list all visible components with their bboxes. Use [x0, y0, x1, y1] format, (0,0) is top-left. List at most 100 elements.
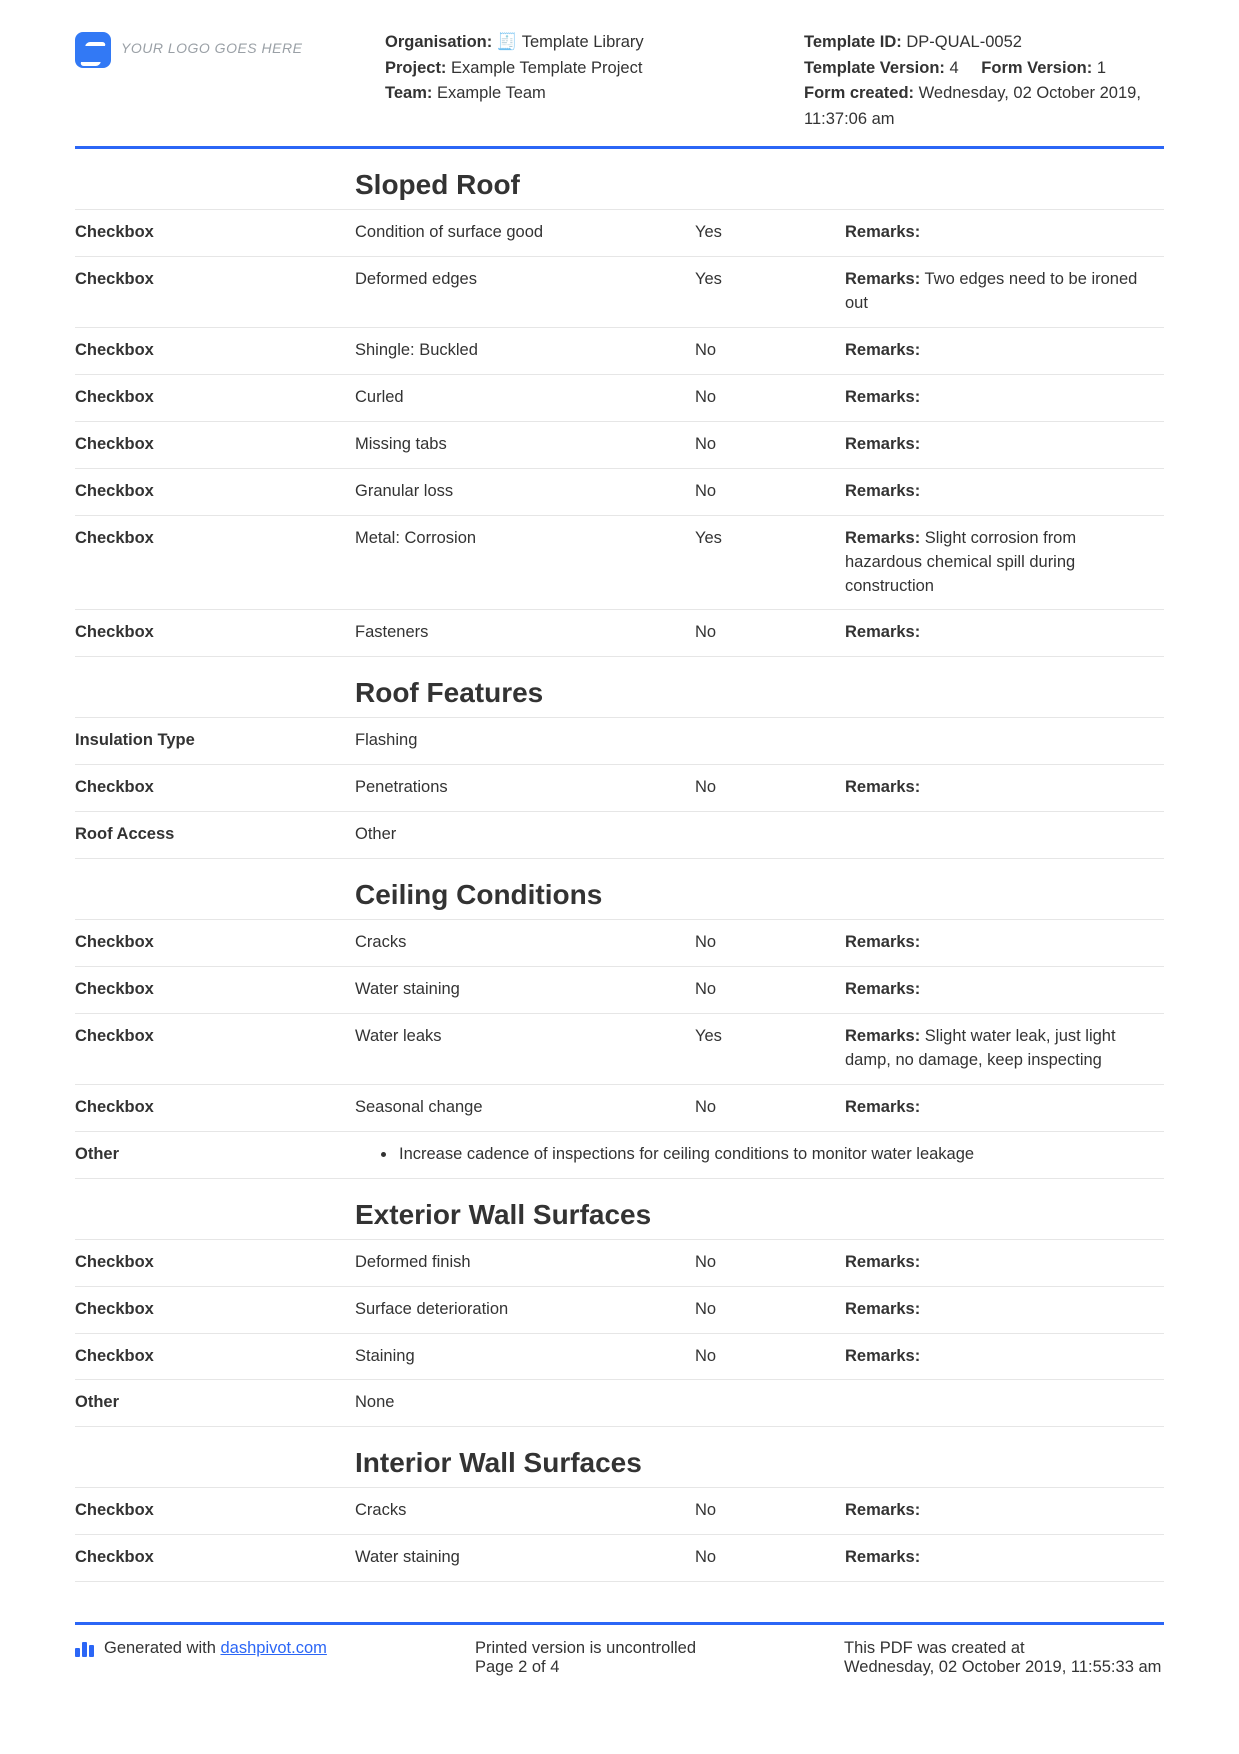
remarks-label: Remarks: — [845, 435, 920, 453]
remarks-label: Remarks: — [845, 482, 920, 500]
row-answer: No — [695, 328, 845, 375]
table-row: CheckboxCondition of surface goodYesRema… — [75, 210, 1164, 257]
table-row: CheckboxDeformed finishNoRemarks: — [75, 1239, 1164, 1286]
row-remarks: Remarks: Two edges need to be ironed out — [845, 257, 1164, 328]
row-remarks: Remarks: — [845, 610, 1164, 657]
table-row: CheckboxWater leaksYesRemarks: Slight wa… — [75, 1014, 1164, 1085]
project-label: Project: — [385, 59, 446, 77]
row-answer: Yes — [695, 515, 845, 610]
table-row: CheckboxMissing tabsNoRemarks: — [75, 421, 1164, 468]
row-item: Deformed edges — [355, 257, 695, 328]
dashpivot-link[interactable]: dashpivot.com — [220, 1639, 326, 1657]
row-type: Insulation Type — [75, 718, 355, 765]
bullet-item: Increase cadence of inspections for ceil… — [397, 1143, 1152, 1167]
sections-container: Sloped Roof CheckboxCondition of surface … — [75, 169, 1164, 1582]
uncontrolled-text: Printed version is uncontrolled — [475, 1639, 804, 1658]
row-answer: No — [695, 610, 845, 657]
remarks-label: Remarks: — [845, 933, 920, 951]
row-item: Curled — [355, 374, 695, 421]
org-label: Organisation: — [385, 33, 492, 51]
org-value: 🧾 Template Library — [497, 33, 644, 51]
row-remarks: Remarks: — [845, 1286, 1164, 1333]
remarks-label: Remarks: — [845, 1501, 920, 1519]
row-type: Checkbox — [75, 1084, 355, 1131]
row-type: Checkbox — [75, 1535, 355, 1582]
remarks-label: Remarks: — [845, 778, 920, 796]
remarks-label: Remarks: — [845, 223, 920, 241]
row-remarks: Remarks: — [845, 421, 1164, 468]
row-item: Cracks — [355, 1488, 695, 1535]
table-row: CheckboxGranular lossNoRemarks: — [75, 468, 1164, 515]
row-remarks: Remarks: — [845, 468, 1164, 515]
row-type: Checkbox — [75, 610, 355, 657]
row-item: Granular loss — [355, 468, 695, 515]
logo-icon — [75, 32, 111, 68]
pdf-created-value: Wednesday, 02 October 2019, 11:55:33 am — [844, 1658, 1164, 1677]
row-type: Checkbox — [75, 257, 355, 328]
section-table: CheckboxCondition of surface goodYesRema… — [75, 209, 1164, 657]
row-answer: No — [695, 468, 845, 515]
row-item: Penetrations — [355, 765, 695, 812]
remarks-label: Remarks: — [845, 623, 920, 641]
generated-with-text: Generated with dashpivot.com — [104, 1639, 327, 1658]
row-answer: Yes — [695, 1014, 845, 1085]
remarks-label: Remarks: — [845, 1027, 920, 1045]
row-answer: No — [695, 967, 845, 1014]
row-remarks: Remarks: — [845, 1084, 1164, 1131]
table-row: CheckboxWater stainingNoRemarks: — [75, 967, 1164, 1014]
remarks-label: Remarks: — [845, 980, 920, 998]
section-table: CheckboxCracksNoRemarks:CheckboxWater st… — [75, 919, 1164, 1179]
row-answer: No — [695, 1333, 845, 1380]
table-row: CheckboxCracksNoRemarks: — [75, 920, 1164, 967]
row-item: Deformed finish — [355, 1239, 695, 1286]
template-id-value: DP-QUAL-0052 — [906, 33, 1022, 51]
page-number: Page 2 of 4 — [475, 1658, 804, 1677]
row-remarks: Remarks: — [845, 1535, 1164, 1582]
row-type: Checkbox — [75, 515, 355, 610]
page-footer: Generated with dashpivot.com Printed ver… — [75, 1622, 1164, 1677]
row-item: None — [355, 1380, 1164, 1427]
table-row: CheckboxDeformed edgesYesRemarks: Two ed… — [75, 257, 1164, 328]
row-answer: No — [695, 421, 845, 468]
row-answer: Yes — [695, 257, 845, 328]
remarks-label: Remarks: — [845, 529, 920, 547]
table-row: CheckboxPenetrationsNoRemarks: — [75, 765, 1164, 812]
remarks-label: Remarks: — [845, 1098, 920, 1116]
table-row: CheckboxWater stainingNoRemarks: — [75, 1535, 1164, 1582]
page-header: YOUR LOGO GOES HERE Organisation: 🧾 Temp… — [75, 30, 1164, 149]
footer-right: This PDF was created at Wednesday, 02 Oc… — [844, 1639, 1164, 1677]
row-item: Water staining — [355, 967, 695, 1014]
row-type: Checkbox — [75, 1239, 355, 1286]
row-remarks: Remarks: Slight water leak, just light d… — [845, 1014, 1164, 1085]
row-remarks: Remarks: — [845, 374, 1164, 421]
row-remarks: Remarks: Slight corrosion from hazardous… — [845, 515, 1164, 610]
row-type: Checkbox — [75, 1286, 355, 1333]
section-title: Sloped Roof — [75, 169, 1164, 201]
remarks-label: Remarks: — [845, 270, 920, 288]
row-answer: No — [695, 374, 845, 421]
row-item: Water leaks — [355, 1014, 695, 1085]
remarks-label: Remarks: — [845, 341, 920, 359]
form-version-label: Form Version: — [981, 59, 1092, 77]
logo-placeholder-text: YOUR LOGO GOES HERE — [121, 32, 302, 56]
table-row: Roof AccessOther — [75, 812, 1164, 859]
row-type: Checkbox — [75, 1488, 355, 1535]
row-item: Metal: Corrosion — [355, 515, 695, 610]
row-bullet: Increase cadence of inspections for ceil… — [355, 1131, 1164, 1178]
form-created-label: Form created: — [804, 84, 914, 102]
row-type: Checkbox — [75, 468, 355, 515]
row-item: Surface deterioration — [355, 1286, 695, 1333]
table-row: CheckboxCurledNoRemarks: — [75, 374, 1164, 421]
section-title: Ceiling Conditions — [75, 879, 1164, 911]
pdf-created-label: This PDF was created at — [844, 1639, 1164, 1658]
row-answer: No — [695, 1286, 845, 1333]
table-row: CheckboxFastenersNoRemarks: — [75, 610, 1164, 657]
table-row: CheckboxShingle: BuckledNoRemarks: — [75, 328, 1164, 375]
row-remarks: Remarks: — [845, 210, 1164, 257]
row-type: Checkbox — [75, 210, 355, 257]
row-item: Flashing — [355, 718, 1164, 765]
row-remarks: Remarks: — [845, 1488, 1164, 1535]
row-item: Other — [355, 812, 1164, 859]
section-table: CheckboxCracksNoRemarks:CheckboxWater st… — [75, 1487, 1164, 1582]
row-type: Other — [75, 1380, 355, 1427]
